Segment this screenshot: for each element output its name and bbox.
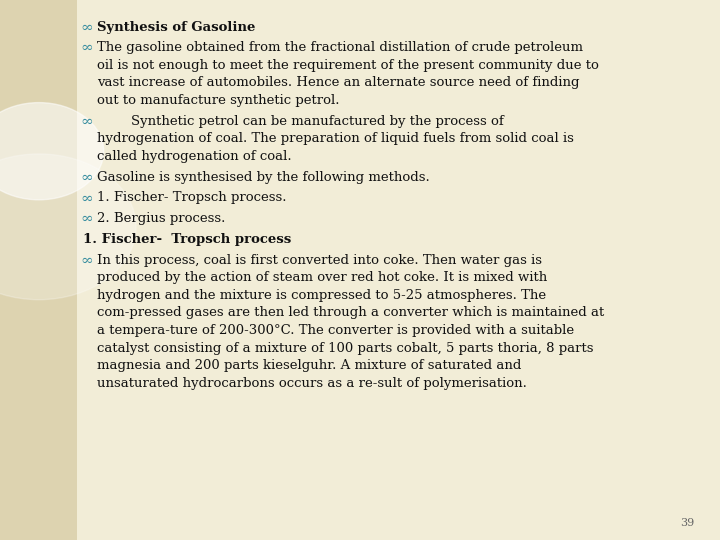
Text: 2. Bergius process.: 2. Bergius process.: [97, 212, 225, 225]
Text: produced by the action of steam over red hot coke. It is mixed with: produced by the action of steam over red…: [97, 271, 547, 285]
Text: com-pressed gases are then led through a converter which is maintained at: com-pressed gases are then led through a…: [97, 306, 605, 320]
Text: ∞: ∞: [80, 192, 93, 205]
Text: 1. Fischer- Tropsch process.: 1. Fischer- Tropsch process.: [97, 192, 287, 205]
Text: a tempera-ture of 200-300°C. The converter is provided with a suitable: a tempera-ture of 200-300°C. The convert…: [97, 324, 575, 337]
Text: magnesia and 200 parts kieselguhr. A mixture of saturated and: magnesia and 200 parts kieselguhr. A mix…: [97, 359, 521, 372]
Text: The gasoline obtained from the fractional distillation of crude petroleum: The gasoline obtained from the fractiona…: [97, 42, 583, 55]
Text: ∞: ∞: [80, 42, 93, 55]
Text: hydrogen and the mixture is compressed to 5-25 atmospheres. The: hydrogen and the mixture is compressed t…: [97, 289, 546, 302]
Text: hydrogenation of coal. The preparation of liquid fuels from solid coal is: hydrogenation of coal. The preparation o…: [97, 132, 574, 145]
Text: Synthetic petrol can be manufactured by the process of: Synthetic petrol can be manufactured by …: [97, 115, 504, 128]
Circle shape: [0, 103, 104, 200]
Text: ∞: ∞: [80, 21, 93, 35]
Text: catalyst consisting of a mixture of 100 parts cobalt, 5 parts thoria, 8 parts: catalyst consisting of a mixture of 100 …: [97, 341, 594, 355]
Bar: [0, 0, 77, 540]
Text: unsaturated hydrocarbons occurs as a re-sult of polymerisation.: unsaturated hydrocarbons occurs as a re-…: [97, 377, 527, 390]
Circle shape: [0, 154, 136, 300]
Text: 39: 39: [680, 518, 695, 528]
Text: vast increase of automobiles. Hence an alternate source need of finding: vast increase of automobiles. Hence an a…: [97, 76, 580, 90]
Text: ∞: ∞: [80, 171, 93, 185]
Text: called hydrogenation of coal.: called hydrogenation of coal.: [97, 150, 292, 163]
Text: In this process, coal is first converted into coke. Then water gas is: In this process, coal is first converted…: [97, 254, 542, 267]
Text: 1. Fischer-  Tropsch process: 1. Fischer- Tropsch process: [83, 233, 291, 246]
Text: ∞: ∞: [80, 212, 93, 226]
Text: Gasoline is synthesised by the following methods.: Gasoline is synthesised by the following…: [97, 171, 430, 184]
Text: ∞: ∞: [80, 254, 93, 268]
Text: out to manufacture synthetic petrol.: out to manufacture synthetic petrol.: [97, 94, 340, 107]
Text: Synthesis of Gasoline: Synthesis of Gasoline: [97, 21, 256, 33]
Text: ∞: ∞: [80, 115, 93, 129]
Text: oil is not enough to meet the requirement of the present community due to: oil is not enough to meet the requiremen…: [97, 59, 599, 72]
